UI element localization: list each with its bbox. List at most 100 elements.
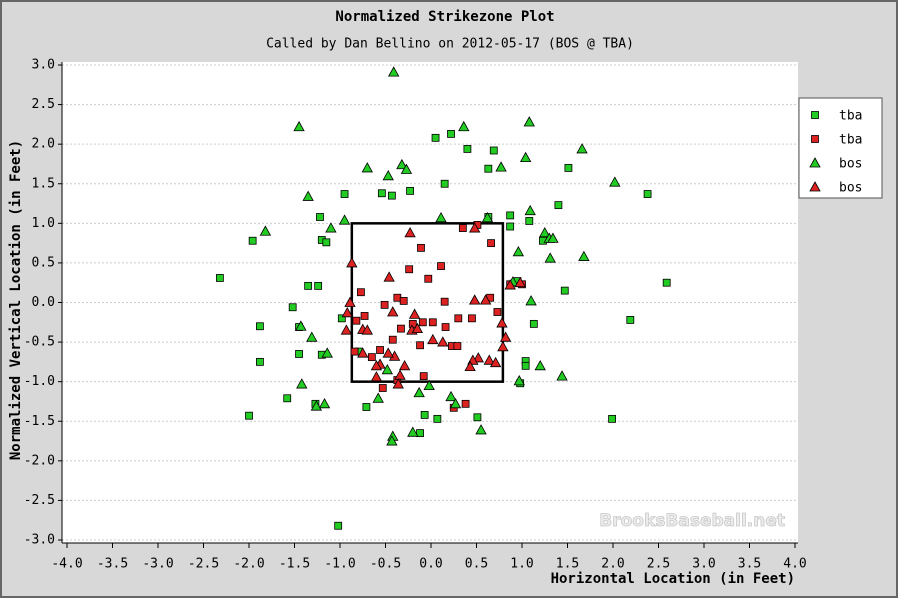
point <box>525 295 537 306</box>
point <box>408 308 421 319</box>
point <box>397 324 405 333</box>
point <box>514 276 526 288</box>
point <box>424 274 433 283</box>
point <box>381 363 393 375</box>
point <box>394 369 406 380</box>
y-axis-label: Normalized Vertical Location (in Feet) <box>8 140 24 460</box>
point <box>302 190 314 201</box>
point <box>340 324 353 335</box>
point <box>310 400 323 411</box>
point <box>283 394 292 403</box>
point <box>479 294 492 305</box>
point <box>506 222 515 231</box>
point <box>449 398 462 409</box>
x-tick-label: 0.5 <box>465 557 488 572</box>
point <box>504 279 516 290</box>
y-tick-label: 1.0 <box>32 216 55 231</box>
point <box>427 333 439 345</box>
point <box>341 306 353 318</box>
point <box>388 335 397 344</box>
point <box>346 257 358 268</box>
point <box>458 224 467 232</box>
y-tick-label: 2.0 <box>32 137 55 152</box>
y-tick-label: -2.0 <box>24 453 55 468</box>
point <box>387 191 396 200</box>
point <box>521 361 530 370</box>
point <box>539 227 551 238</box>
point <box>334 521 343 530</box>
legend-label: tba <box>839 133 862 148</box>
point <box>367 353 376 362</box>
point <box>399 297 408 305</box>
point <box>388 66 400 77</box>
point <box>396 158 408 170</box>
x-tick-label: 1.0 <box>510 557 533 572</box>
point <box>547 232 559 243</box>
point <box>362 403 371 411</box>
point <box>393 293 402 302</box>
point <box>404 227 416 238</box>
point <box>564 164 573 172</box>
y-tick-label: 0.0 <box>32 295 55 310</box>
point <box>361 324 373 335</box>
point <box>447 129 455 138</box>
point <box>325 222 337 233</box>
point <box>469 294 481 305</box>
point <box>445 390 457 402</box>
point <box>416 429 424 438</box>
watermark: BrooksBaseball.net <box>599 511 785 531</box>
y-tick-label: 3.0 <box>32 58 55 73</box>
point <box>392 378 404 389</box>
point <box>493 308 502 316</box>
x-tick-label: -1.0 <box>324 557 355 572</box>
point <box>608 414 616 423</box>
point <box>437 336 449 347</box>
point <box>352 316 361 325</box>
y-tick-label: -1.0 <box>24 374 55 389</box>
point <box>405 265 414 274</box>
y-tick-label: -3.0 <box>24 533 55 548</box>
point <box>464 360 476 372</box>
point <box>398 360 411 371</box>
legend-label: bos <box>839 181 862 196</box>
point <box>556 370 568 381</box>
x-tick-label: -3.5 <box>97 557 128 572</box>
point <box>386 435 398 446</box>
point <box>440 179 449 188</box>
point <box>295 320 307 331</box>
point <box>428 318 437 327</box>
point <box>534 360 546 371</box>
point <box>496 317 508 328</box>
point <box>377 189 386 198</box>
point <box>318 398 331 409</box>
point <box>382 170 394 181</box>
point <box>321 347 333 358</box>
point <box>248 236 257 245</box>
point <box>256 322 264 331</box>
point <box>419 372 428 381</box>
y-tick-label: 0.5 <box>32 255 55 270</box>
point <box>406 186 414 195</box>
point <box>215 274 224 282</box>
point <box>441 323 450 331</box>
point <box>529 319 538 328</box>
x-tick-label: 0.0 <box>419 557 442 572</box>
x-tick-label: 3.0 <box>692 557 715 572</box>
point <box>512 246 525 257</box>
point <box>481 211 494 223</box>
point <box>382 347 394 358</box>
point <box>473 413 482 422</box>
point <box>461 399 470 408</box>
point <box>469 222 481 233</box>
point <box>304 281 313 290</box>
legend-label: bos <box>839 157 862 172</box>
point <box>499 331 512 342</box>
point <box>578 250 590 261</box>
point <box>626 316 635 324</box>
x-tick-label: -4.0 <box>51 557 82 572</box>
chart-title: Normalized Strikezone Plot <box>335 9 554 25</box>
point <box>407 426 419 437</box>
y-tick-label: -1.5 <box>24 414 55 429</box>
point <box>524 204 536 216</box>
